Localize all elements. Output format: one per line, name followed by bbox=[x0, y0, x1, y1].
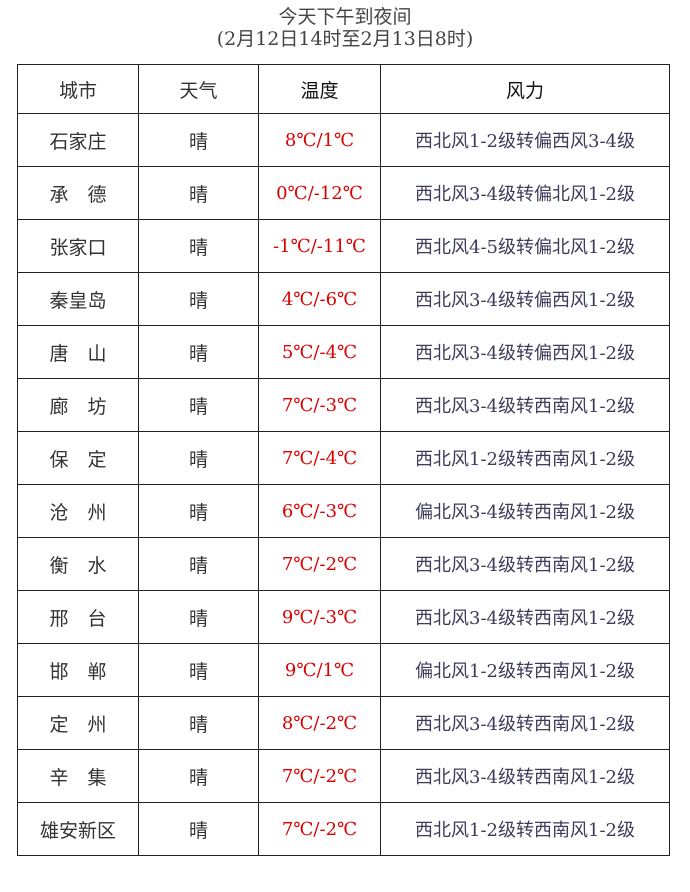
table-row: 唐 山晴 5℃/-4℃ 西北风3-4级转偏西风1-2级 bbox=[17, 325, 670, 379]
cell-temperature: 7℃/-2℃ bbox=[258, 802, 381, 856]
cell-temperature: 9℃/1℃ bbox=[258, 643, 381, 697]
cell-weather: 晴 bbox=[138, 219, 259, 273]
cell-wind: 西北风1-2级转西南风1-2级 bbox=[380, 431, 670, 485]
table-row: 承 德晴 0℃/-12℃ 西北风3-4级转偏北风1-2级 bbox=[17, 166, 670, 220]
table-header-row: 城市 天气 温度 风力 bbox=[17, 64, 670, 114]
cell-city: 衡 水 bbox=[17, 537, 139, 591]
table-row: 邢 台晴 9℃/-3℃ 西北风3-4级转西南风1-2级 bbox=[17, 590, 670, 644]
cell-weather: 晴 bbox=[138, 643, 259, 697]
cell-weather: 晴 bbox=[138, 537, 259, 591]
cell-weather: 晴 bbox=[138, 113, 259, 167]
cell-temperature: -1℃/-11℃ bbox=[258, 219, 381, 273]
cell-temperature: 8℃/-2℃ bbox=[258, 696, 381, 750]
table-row: 张家口晴 -1℃/-11℃ 西北风4-5级转偏北风1-2级 bbox=[17, 219, 670, 273]
cell-temperature: 6℃/-3℃ bbox=[258, 484, 381, 538]
table-row: 保 定晴 7℃/-4℃ 西北风1-2级转西南风1-2级 bbox=[17, 431, 670, 485]
table-row: 定 州晴 8℃/-2℃ 西北风3-4级转西南风1-2级 bbox=[17, 696, 670, 750]
cell-wind: 西北风1-2级转偏西风3-4级 bbox=[380, 113, 670, 167]
cell-temperature: 9℃/-3℃ bbox=[258, 590, 381, 644]
page-subtitle: (2月12日14时至2月13日8时) bbox=[216, 28, 474, 50]
cell-wind: 偏北风3-4级转西南风1-2级 bbox=[380, 484, 670, 538]
table-row: 邯 郸晴 9℃/1℃ 偏北风1-2级转西南风1-2级 bbox=[17, 643, 670, 697]
cell-weather: 晴 bbox=[138, 802, 259, 856]
table-row: 石家庄晴 8℃/1℃ 西北风1-2级转偏西风3-4级 bbox=[17, 113, 670, 167]
page-title: 今天下午到夜间 bbox=[278, 6, 412, 28]
header-city: 城市 bbox=[17, 64, 139, 114]
cell-weather: 晴 bbox=[138, 749, 259, 803]
weather-table: 城市 天气 温度 风力 石家庄晴 8℃/1℃ 西北风1-2级转偏西风3-4级承 德晴… bbox=[17, 64, 670, 856]
cell-weather: 晴 bbox=[138, 696, 259, 750]
cell-wind: 西北风3-4级转偏西风1-2级 bbox=[380, 325, 670, 379]
cell-city: 沧 州 bbox=[17, 484, 139, 538]
cell-wind: 西北风3-4级转西南风1-2级 bbox=[380, 749, 670, 803]
table-row: 雄安新区晴 7℃/-2℃ 西北风1-2级转西南风1-2级 bbox=[17, 802, 670, 856]
cell-city: 承 德 bbox=[17, 166, 139, 220]
cell-weather: 晴 bbox=[138, 272, 259, 326]
cell-temperature: 7℃/-3℃ bbox=[258, 378, 381, 432]
cell-temperature: 7℃/-2℃ bbox=[258, 749, 381, 803]
table-row: 沧 州晴 6℃/-3℃ 偏北风3-4级转西南风1-2级 bbox=[17, 484, 670, 538]
cell-temperature: 7℃/-2℃ bbox=[258, 537, 381, 591]
cell-city: 廊 坊 bbox=[17, 378, 139, 432]
cell-city: 邯 郸 bbox=[17, 643, 139, 697]
cell-temperature: 8℃/1℃ bbox=[258, 113, 381, 167]
cell-city: 邢 台 bbox=[17, 590, 139, 644]
cell-wind: 西北风3-4级转西南风1-2级 bbox=[380, 696, 670, 750]
table-row: 廊 坊晴 7℃/-3℃ 西北风3-4级转西南风1-2级 bbox=[17, 378, 670, 432]
header-weather: 天气 bbox=[138, 64, 259, 114]
header-temperature: 温度 bbox=[258, 64, 381, 114]
cell-wind: 西北风3-4级转西南风1-2级 bbox=[380, 378, 670, 432]
table-row: 秦皇岛晴 4℃/-6℃ 西北风3-4级转偏西风1-2级 bbox=[17, 272, 670, 326]
cell-wind: 西北风4-5级转偏北风1-2级 bbox=[380, 219, 670, 273]
cell-weather: 晴 bbox=[138, 378, 259, 432]
cell-weather: 晴 bbox=[138, 325, 259, 379]
table-row: 衡 水晴 7℃/-2℃ 西北风3-4级转西南风1-2级 bbox=[17, 537, 670, 591]
cell-city: 秦皇岛 bbox=[17, 272, 139, 326]
cell-wind: 西北风3-4级转偏北风1-2级 bbox=[380, 166, 670, 220]
header-wind: 风力 bbox=[380, 64, 670, 114]
cell-city: 辛 集 bbox=[17, 749, 139, 803]
table-row: 辛 集晴 7℃/-2℃ 西北风3-4级转西南风1-2级 bbox=[17, 749, 670, 803]
cell-city: 雄安新区 bbox=[17, 802, 139, 856]
cell-city: 张家口 bbox=[17, 219, 139, 273]
cell-temperature: 4℃/-6℃ bbox=[258, 272, 381, 326]
cell-wind: 西北风1-2级转西南风1-2级 bbox=[380, 802, 670, 856]
cell-city: 唐 山 bbox=[17, 325, 139, 379]
cell-weather: 晴 bbox=[138, 431, 259, 485]
cell-temperature: 7℃/-4℃ bbox=[258, 431, 381, 485]
cell-city: 保 定 bbox=[17, 431, 139, 485]
cell-wind: 西北风3-4级转西南风1-2级 bbox=[380, 537, 670, 591]
cell-weather: 晴 bbox=[138, 484, 259, 538]
cell-wind: 西北风3-4级转西南风1-2级 bbox=[380, 590, 670, 644]
cell-city: 定 州 bbox=[17, 696, 139, 750]
cell-city: 石家庄 bbox=[17, 113, 139, 167]
cell-wind: 偏北风1-2级转西南风1-2级 bbox=[380, 643, 670, 697]
cell-weather: 晴 bbox=[138, 590, 259, 644]
cell-weather: 晴 bbox=[138, 166, 259, 220]
cell-wind: 西北风3-4级转偏西风1-2级 bbox=[380, 272, 670, 326]
cell-temperature: 5℃/-4℃ bbox=[258, 325, 381, 379]
cell-temperature: 0℃/-12℃ bbox=[258, 166, 381, 220]
